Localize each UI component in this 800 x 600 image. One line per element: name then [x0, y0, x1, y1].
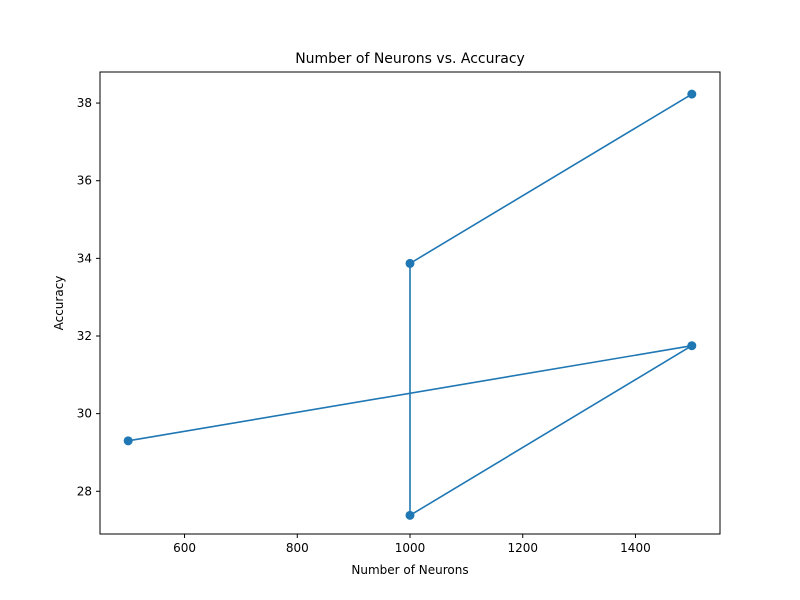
y-tick-label: 34 — [77, 251, 92, 265]
x-tick-label: 1200 — [507, 541, 538, 555]
y-tick-label: 38 — [77, 96, 92, 110]
series-layer — [123, 89, 697, 520]
y-axis: 28 30 32 34 36 38 — [77, 96, 100, 498]
data-point — [687, 89, 697, 99]
x-tick-label: 800 — [286, 541, 309, 555]
y-tick-label: 32 — [77, 329, 92, 343]
x-axis-label: Number of Neurons — [351, 563, 468, 577]
x-tick-label: 600 — [173, 541, 196, 555]
y-axis-label: Accuracy — [52, 276, 66, 331]
x-tick-label: 1000 — [395, 541, 426, 555]
x-axis: 600 800 1000 1200 1400 — [173, 534, 651, 555]
data-point — [405, 510, 415, 520]
data-point — [123, 436, 133, 446]
chart-title: Number of Neurons vs. Accuracy — [295, 51, 525, 67]
y-tick-label: 36 — [77, 174, 92, 188]
series-line — [128, 93, 693, 517]
data-point — [405, 258, 415, 268]
x-tick-label: 1400 — [620, 541, 651, 555]
data-point — [687, 341, 697, 351]
y-tick-label: 30 — [77, 407, 92, 421]
y-tick-label: 28 — [77, 484, 92, 498]
